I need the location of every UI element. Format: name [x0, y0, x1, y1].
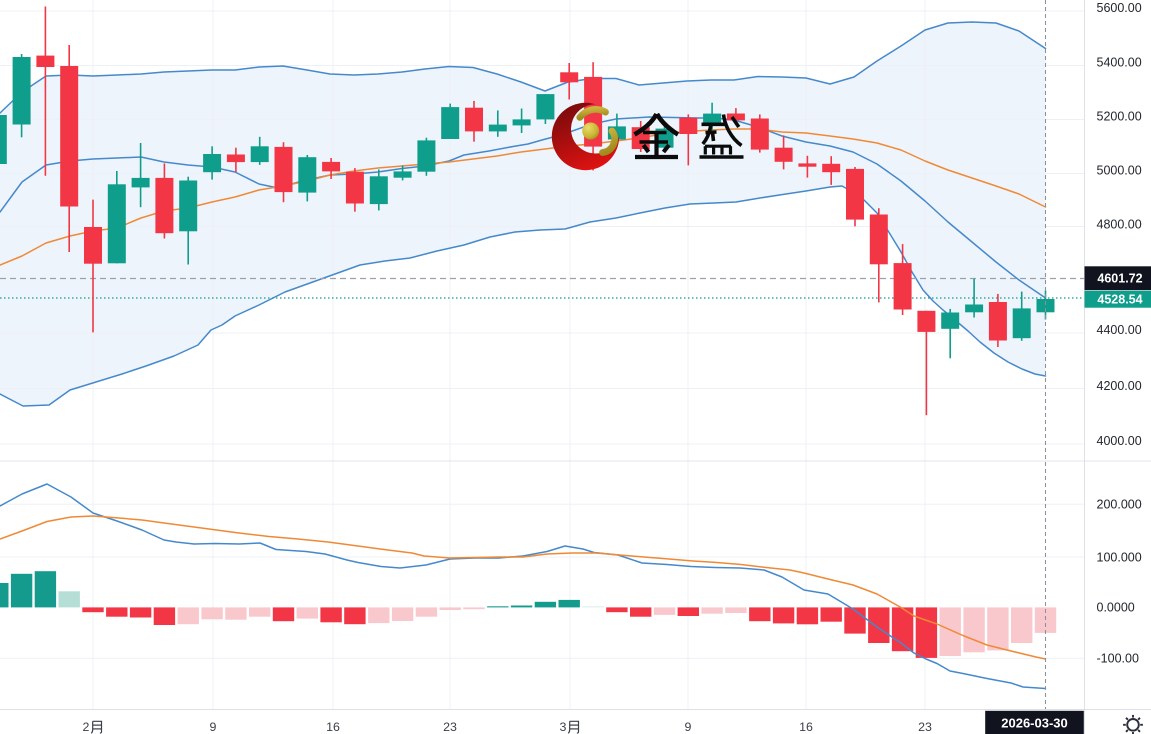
- svg-text:9: 9: [210, 720, 217, 734]
- svg-text:5400.00: 5400.00: [1097, 55, 1142, 69]
- svg-text:5600.00: 5600.00: [1097, 1, 1142, 15]
- svg-text:4800.00: 4800.00: [1097, 217, 1142, 231]
- svg-text:5200.00: 5200.00: [1097, 109, 1142, 123]
- svg-text:200.000: 200.000: [1097, 498, 1142, 512]
- svg-text:5000.00: 5000.00: [1097, 163, 1142, 177]
- svg-text:-100.00: -100.00: [1097, 652, 1139, 666]
- svg-text:4000.00: 4000.00: [1097, 434, 1142, 448]
- svg-text:2026-03-30: 2026-03-30: [1001, 716, 1068, 731]
- svg-text:4200.00: 4200.00: [1097, 379, 1142, 393]
- svg-text:4400.00: 4400.00: [1097, 323, 1142, 337]
- svg-text:23: 23: [443, 720, 457, 734]
- svg-text:4528.54: 4528.54: [1097, 293, 1142, 307]
- svg-text:9: 9: [685, 720, 692, 734]
- svg-text:16: 16: [799, 720, 813, 734]
- svg-text:4601.72: 4601.72: [1097, 272, 1142, 286]
- svg-text:100.000: 100.000: [1097, 550, 1142, 564]
- svg-text:0.0000: 0.0000: [1097, 601, 1135, 615]
- svg-text:2: 2: [83, 720, 90, 734]
- svg-text:16: 16: [326, 720, 340, 734]
- svg-text:3: 3: [560, 720, 567, 734]
- svg-text:23: 23: [918, 720, 932, 734]
